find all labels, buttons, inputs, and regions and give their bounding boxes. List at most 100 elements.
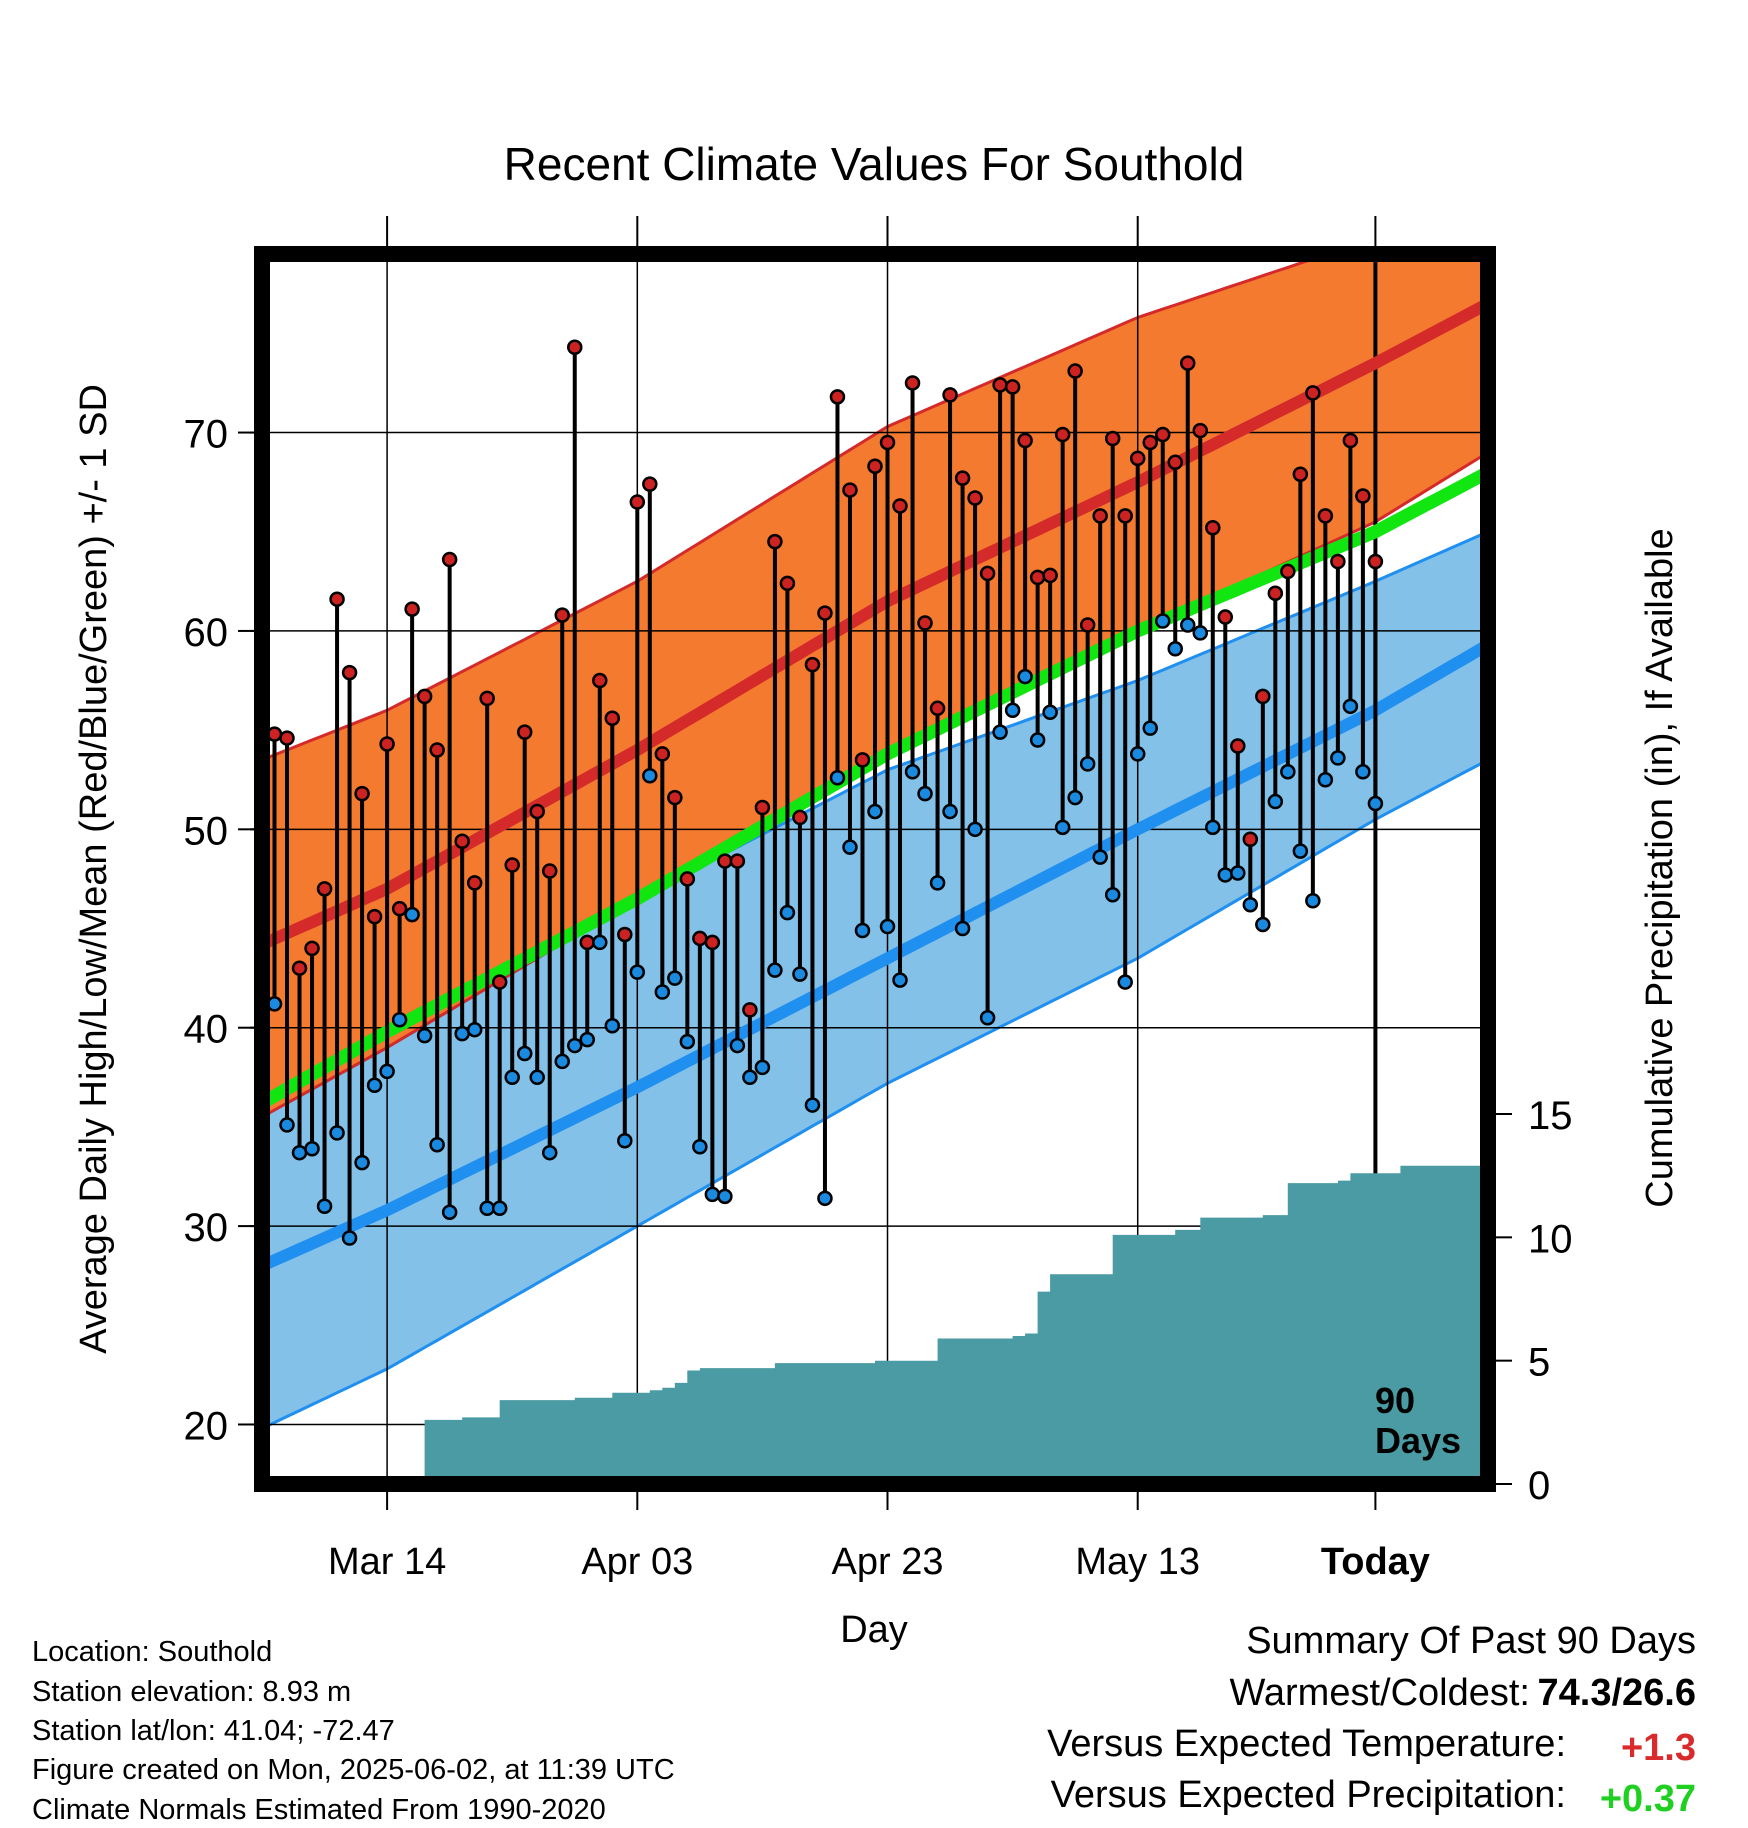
low-point bbox=[567, 1037, 583, 1054]
annotation-90-days: 90 Days bbox=[1375, 1380, 1461, 1461]
plot-frame bbox=[254, 246, 1496, 1492]
high-point bbox=[1267, 585, 1284, 601]
high-point bbox=[642, 476, 658, 492]
low-point bbox=[879, 918, 896, 935]
y2-tick-label: 0 bbox=[1528, 1464, 1550, 1508]
high-point bbox=[491, 974, 508, 990]
high-point bbox=[804, 656, 821, 673]
info-created: Figure created on Mon, 2025-06-02, at 11… bbox=[32, 1754, 675, 1786]
high-point bbox=[454, 833, 470, 849]
low-point bbox=[404, 906, 420, 923]
high-point bbox=[1117, 508, 1133, 524]
high-point bbox=[366, 908, 383, 925]
high-point bbox=[779, 575, 796, 592]
x-tick-label: Apr 03 bbox=[581, 1541, 693, 1583]
high-point bbox=[1217, 609, 1234, 625]
low-point bbox=[416, 1027, 433, 1044]
high-point bbox=[1017, 432, 1033, 449]
low-point bbox=[942, 803, 958, 820]
low-point bbox=[291, 1144, 308, 1161]
low-point bbox=[979, 1010, 996, 1026]
high-point bbox=[904, 375, 921, 391]
low-point bbox=[1142, 720, 1158, 736]
low-point bbox=[1267, 793, 1284, 810]
y-tick-label: 40 bbox=[184, 1008, 229, 1052]
low-point bbox=[554, 1053, 570, 1070]
summary-temp-label: Versus Expected Temperature: bbox=[1047, 1723, 1566, 1765]
low-point bbox=[1192, 625, 1209, 641]
high-point bbox=[729, 853, 746, 869]
high-point bbox=[554, 607, 570, 623]
high-point bbox=[1067, 363, 1083, 379]
x-axis-label: Day bbox=[840, 1609, 908, 1651]
low-point bbox=[379, 1063, 395, 1080]
low-normal-line bbox=[262, 639, 1488, 1272]
low-point bbox=[441, 1204, 458, 1220]
high-point bbox=[867, 458, 883, 475]
low-point bbox=[316, 1198, 333, 1215]
high-point bbox=[1342, 432, 1359, 449]
high-point bbox=[541, 863, 558, 879]
low-point bbox=[729, 1037, 746, 1054]
low-point bbox=[1004, 702, 1021, 719]
low-point bbox=[1054, 819, 1071, 836]
high-point bbox=[1180, 355, 1196, 371]
low-point bbox=[341, 1230, 358, 1246]
high-point bbox=[767, 533, 783, 550]
high-point bbox=[1355, 488, 1371, 504]
high-point bbox=[379, 736, 395, 752]
low-point bbox=[1367, 795, 1384, 812]
high-point bbox=[1004, 379, 1021, 395]
low-point bbox=[892, 972, 908, 988]
high-point bbox=[1292, 466, 1309, 482]
low-point bbox=[754, 1059, 771, 1076]
high-point bbox=[979, 565, 996, 582]
y2-tick-label: 10 bbox=[1528, 1217, 1573, 1261]
high-point bbox=[1317, 508, 1334, 524]
low-point bbox=[1292, 843, 1309, 859]
high-point bbox=[1167, 454, 1183, 471]
low-point bbox=[992, 724, 1008, 740]
low-point bbox=[967, 821, 983, 838]
low-point bbox=[1092, 849, 1108, 865]
low-point bbox=[466, 1021, 483, 1038]
low-point bbox=[929, 875, 946, 891]
high-point bbox=[917, 615, 933, 631]
high-point bbox=[1042, 567, 1058, 584]
low-point bbox=[1042, 704, 1058, 721]
high-point bbox=[992, 377, 1008, 393]
low-point bbox=[954, 920, 971, 937]
x-tick-label: Mar 14 bbox=[328, 1541, 446, 1583]
low-point bbox=[1317, 771, 1334, 788]
high-point bbox=[792, 809, 808, 826]
high-point bbox=[942, 387, 958, 403]
high-point bbox=[892, 498, 908, 514]
low-point bbox=[1029, 732, 1046, 748]
high-point bbox=[854, 752, 871, 768]
low-point bbox=[617, 1133, 633, 1149]
low-point bbox=[767, 962, 783, 978]
y2-tick-label: 15 bbox=[1528, 1094, 1573, 1138]
low-point bbox=[541, 1144, 558, 1161]
low-point bbox=[366, 1077, 383, 1093]
high-point bbox=[1280, 563, 1296, 580]
high-point bbox=[1054, 426, 1071, 443]
low-point bbox=[842, 839, 858, 855]
high-point bbox=[279, 730, 295, 746]
high-point bbox=[416, 688, 433, 705]
high-point bbox=[742, 1002, 758, 1018]
low-point bbox=[304, 1140, 320, 1157]
low-point bbox=[1079, 756, 1096, 772]
low-point bbox=[391, 1012, 408, 1028]
low-point bbox=[1067, 789, 1083, 806]
high-point bbox=[879, 434, 896, 451]
low-point bbox=[354, 1154, 370, 1171]
high-point bbox=[629, 494, 646, 510]
low-point bbox=[1154, 613, 1171, 629]
high-point bbox=[829, 389, 846, 405]
low-point bbox=[592, 934, 608, 951]
y-tick-label: 30 bbox=[184, 1206, 229, 1250]
info-elevation: Station elevation: 8.93 m bbox=[32, 1676, 352, 1708]
low-point bbox=[529, 1069, 545, 1086]
chart-title: Recent Climate Values For Southold bbox=[504, 138, 1245, 190]
